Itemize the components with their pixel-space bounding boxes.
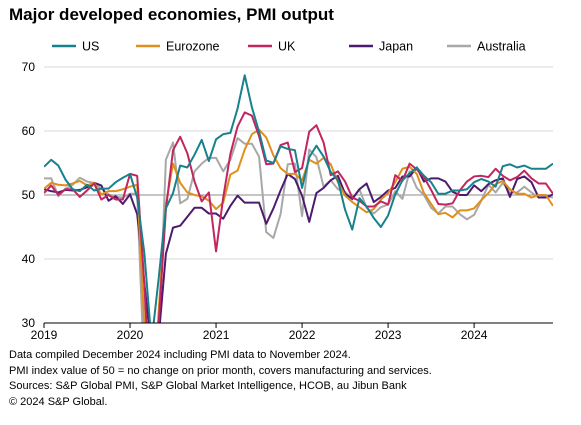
x-tick-label: 2024 (461, 328, 488, 342)
legend-label-uk: UK (278, 40, 296, 54)
legend-label-japan: Japan (379, 40, 413, 54)
y-tick-label: 50 (22, 188, 36, 202)
series-lines (44, 74, 553, 323)
note-copyright: © 2024 S&P Global. (9, 395, 108, 408)
note-sources: Sources: S&P Global PMI, S&P Global Mark… (9, 380, 407, 392)
x-tick-label: 2023 (375, 328, 402, 342)
series-line-eurozone (44, 128, 553, 323)
series-line-japan (44, 166, 553, 323)
axes: 30 40 50 60 70 2019 2020 2021 2022 2023 2024 (22, 60, 553, 342)
x-tick-label: 2021 (203, 328, 230, 342)
legend-label-eurozone: Eurozone (166, 40, 220, 54)
y-tick-label: 70 (22, 60, 36, 74)
x-tick-label: 2022 (289, 328, 316, 342)
note-pmi-definition: PMI index value of 50 = no change on pri… (9, 364, 432, 377)
gridlines (44, 66, 553, 260)
legend-label-australia: Australia (477, 40, 526, 54)
y-tick-label: 30 (22, 316, 36, 330)
y-tick-label: 60 (22, 124, 36, 138)
x-tick-label: 2019 (31, 328, 58, 342)
note-data-compiled: Data compiled December 2024 including PM… (9, 349, 351, 361)
pmi-line-chart: US Eurozone UK Japan Australia 30 40 50 60 70 201… (22, 40, 553, 342)
legend: US Eurozone UK Japan Australia (52, 40, 526, 54)
legend-label-us: US (82, 40, 99, 54)
chart-title: Major developed economies, PMI output (9, 5, 334, 24)
series-line-uk (44, 111, 553, 323)
series-line-us (44, 74, 553, 323)
x-tick-label: 2020 (117, 328, 144, 342)
y-tick-label: 40 (22, 252, 36, 266)
chart-notes: Data compiled December 2024 including PM… (9, 348, 432, 410)
